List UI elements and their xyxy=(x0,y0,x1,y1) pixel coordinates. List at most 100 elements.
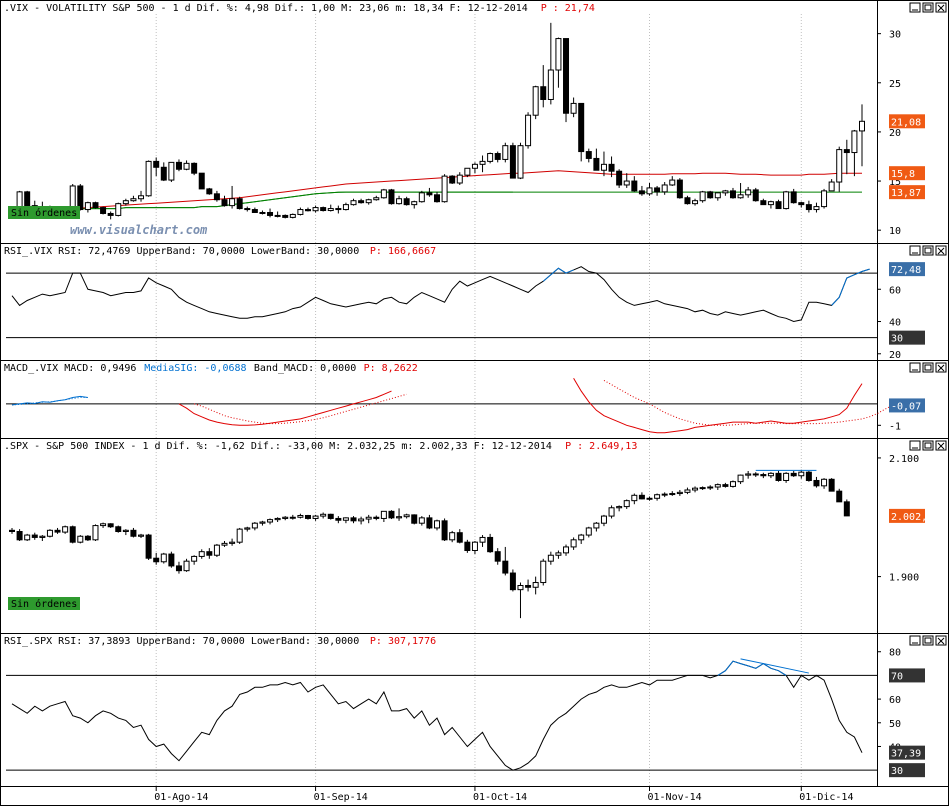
candle-body xyxy=(805,204,812,211)
candle-body xyxy=(259,211,266,214)
candle-body xyxy=(380,510,387,519)
panel-minimize-button[interactable] xyxy=(909,2,921,13)
candle-body xyxy=(198,172,205,190)
candle-body xyxy=(267,519,274,523)
panel-header-text: RSI_.VIX RSI: 72,4769 UpperBand: 70,0000… xyxy=(4,246,359,257)
maximize-icon xyxy=(924,364,932,371)
candle-body xyxy=(616,506,623,509)
candle-body xyxy=(304,209,311,212)
rsi-vix-lower-tag-bg xyxy=(889,330,925,345)
candle-body xyxy=(426,517,433,529)
candle-body xyxy=(92,525,99,541)
spx-last-price-tag: 2.002,33 xyxy=(891,512,939,523)
candle-body xyxy=(479,160,486,165)
candle-body xyxy=(282,516,289,519)
candle-body xyxy=(555,38,562,71)
candle-body xyxy=(783,472,790,481)
candle-body xyxy=(449,175,456,184)
candle-body xyxy=(145,160,152,197)
maximize-icon xyxy=(924,4,932,11)
candle-body xyxy=(320,513,327,517)
candle-body xyxy=(259,521,266,524)
y-tick-label: 50 xyxy=(889,719,901,730)
candle-body xyxy=(92,202,99,209)
candle-body xyxy=(9,529,15,533)
candle-body xyxy=(699,191,706,202)
candle-body xyxy=(100,207,107,214)
panel-maximize-button[interactable] xyxy=(922,635,934,646)
candle-body xyxy=(244,208,251,211)
sin-ordenes-label: Sin órdenes xyxy=(11,598,77,610)
candle-body xyxy=(836,490,843,503)
y-tick-label: 80 xyxy=(889,648,901,659)
maximize-icon xyxy=(924,247,932,254)
candle-body xyxy=(107,212,114,216)
candle-body xyxy=(479,536,486,543)
rsi-spx-upper-tag-bg xyxy=(889,668,925,683)
candle-body xyxy=(798,202,805,206)
rsi-spx-lower-tag-bg xyxy=(889,763,925,778)
candle-body xyxy=(46,529,53,537)
candle-body xyxy=(206,188,213,195)
candle-body xyxy=(130,529,137,537)
candle-body xyxy=(487,536,494,553)
rsi-vix-value-tag-bg xyxy=(889,262,925,277)
candle-body xyxy=(411,201,418,206)
candle-body xyxy=(289,213,296,218)
panel-maximize-button[interactable] xyxy=(922,245,934,256)
candle-body xyxy=(699,487,706,490)
candle-body xyxy=(517,145,524,179)
candle-body xyxy=(760,474,767,477)
panel-minimize-button[interactable] xyxy=(909,362,921,373)
candle-body xyxy=(775,201,782,210)
candle-body xyxy=(593,522,600,529)
candle-body xyxy=(646,497,653,500)
candle-body xyxy=(84,535,91,541)
candle-body xyxy=(251,209,258,213)
panel-maximize-button[interactable] xyxy=(922,2,934,13)
candle-body xyxy=(707,486,714,489)
candle-body xyxy=(130,198,137,202)
candle-body xyxy=(828,478,835,492)
candle-body xyxy=(798,471,805,477)
candle-body xyxy=(358,200,365,204)
candle-body xyxy=(570,102,577,114)
sin-ordenes-badge[interactable] xyxy=(8,206,80,219)
candle-body xyxy=(676,179,683,199)
y-tick-label: 60 xyxy=(889,695,901,706)
candle-body xyxy=(737,194,744,199)
panel-minimize-button[interactable] xyxy=(909,635,921,646)
rsi-spx-lower-tag: 30 xyxy=(891,766,903,777)
candle-body xyxy=(358,518,365,522)
candle-body xyxy=(267,211,274,216)
candle-body xyxy=(122,200,129,205)
candle-body xyxy=(813,206,820,211)
panel-header-text: MACD_.VIX MACD: 0,9496 xyxy=(4,363,136,374)
candle-body xyxy=(684,197,691,205)
candle-body xyxy=(320,207,327,212)
candle-body xyxy=(525,585,532,588)
panel-minimize-button[interactable] xyxy=(909,245,921,256)
candle-body xyxy=(183,560,190,572)
panel-maximize-button[interactable] xyxy=(922,362,934,373)
macd-line xyxy=(178,390,392,426)
candle-body xyxy=(585,151,592,159)
candle-body xyxy=(175,565,182,572)
candle-body xyxy=(623,180,630,186)
candle-body xyxy=(578,534,585,541)
candle-body xyxy=(24,191,31,207)
panel-header-text: Band_MACD: 0,0000 xyxy=(254,363,356,374)
rsi-vix-overbought xyxy=(831,268,870,306)
sin-ordenes-badge[interactable] xyxy=(8,597,80,610)
candle-body xyxy=(593,157,600,171)
candle-body xyxy=(494,153,501,160)
panel-maximize-button[interactable] xyxy=(922,440,934,451)
close-icon xyxy=(937,637,945,645)
candle-body xyxy=(403,514,410,518)
candle-body xyxy=(654,187,661,193)
candle-body xyxy=(77,185,84,211)
panel-minimize-button[interactable] xyxy=(909,440,921,451)
candle-body xyxy=(441,520,448,541)
candle-body xyxy=(600,163,607,171)
rsi-spx-overbought xyxy=(717,660,787,676)
